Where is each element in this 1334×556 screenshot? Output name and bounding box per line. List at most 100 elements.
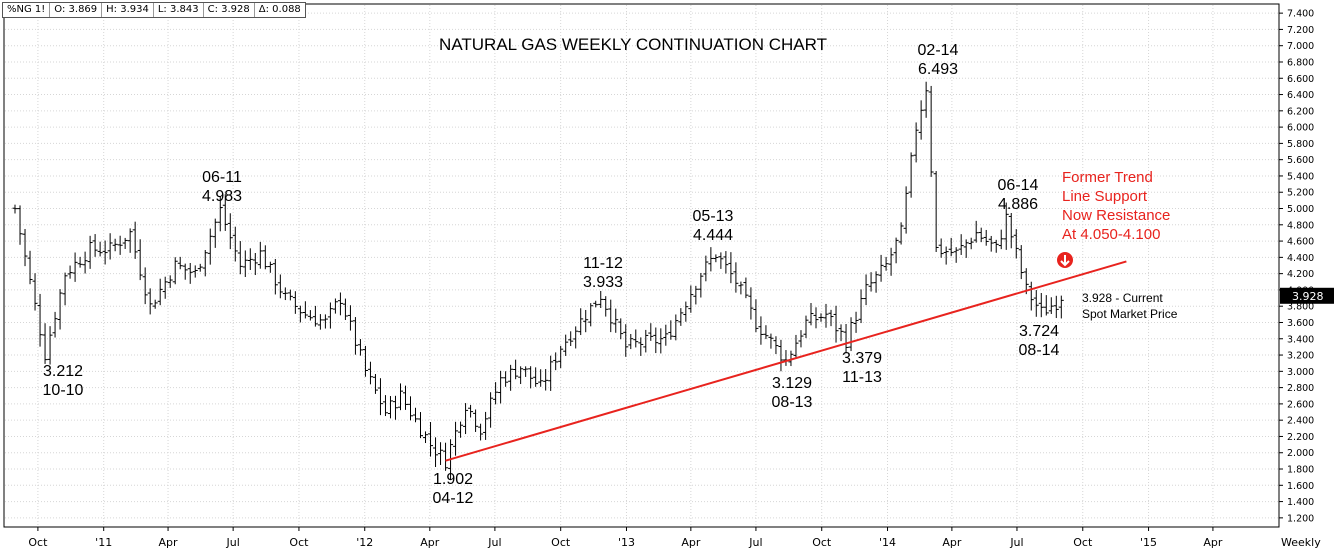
ohlc-bar bbox=[322, 314, 328, 329]
y-tick-label: 2.800 bbox=[1287, 383, 1314, 394]
ohlc-bar bbox=[287, 289, 293, 301]
ohlc-bar bbox=[127, 228, 133, 253]
trend-note-line-1: Former Trend bbox=[1062, 169, 1153, 186]
annotation-low-1010-value: 3.212 bbox=[43, 363, 83, 380]
x-tick-label: Apr bbox=[159, 536, 179, 549]
ohlc-bar bbox=[738, 281, 744, 295]
annotation-high-0513-value: 4.444 bbox=[693, 227, 733, 244]
ohlc-bar bbox=[948, 237, 954, 257]
ohlc-bar bbox=[72, 252, 78, 282]
y-tick-label: 6.400 bbox=[1287, 90, 1314, 101]
ohlc-bar bbox=[192, 265, 198, 278]
ohlc-bar bbox=[793, 334, 799, 358]
high-value: H: 3.934 bbox=[102, 3, 154, 17]
y-tick-label: 6.600 bbox=[1287, 74, 1314, 85]
ohlc-bar bbox=[908, 152, 914, 198]
ohlc-bar bbox=[913, 122, 919, 163]
ohlc-bar bbox=[968, 237, 974, 250]
ohlc-bar bbox=[262, 245, 268, 270]
ohlc-bar bbox=[428, 422, 434, 457]
ohlc-bar bbox=[703, 255, 709, 282]
ohlc-bar bbox=[993, 239, 999, 253]
annotation-low-1113-value: 3.379 bbox=[842, 350, 882, 367]
ohlc-bar bbox=[978, 227, 984, 243]
ohlc-bar bbox=[147, 288, 153, 315]
ohlc-bar bbox=[938, 238, 944, 258]
ohlc-bar bbox=[282, 287, 288, 301]
ohlc-bar bbox=[753, 299, 759, 333]
ohlc-bar bbox=[883, 256, 889, 271]
x-tick-label: Apr bbox=[681, 536, 701, 549]
y-tick-label: 4.600 bbox=[1287, 237, 1314, 248]
ohlc-bar bbox=[57, 289, 63, 330]
x-tick-label: '13 bbox=[618, 536, 635, 549]
x-tick-label: '14 bbox=[879, 536, 896, 549]
annotation-high-1112-date: 11-12 bbox=[583, 255, 623, 272]
annotation-low-0813-date: 08-13 bbox=[772, 394, 813, 411]
x-tick-label: Oct bbox=[551, 536, 571, 549]
ohlc-bar bbox=[718, 252, 724, 269]
ohlc-bar bbox=[423, 431, 429, 444]
ohlc-bar bbox=[1048, 297, 1054, 314]
ohlc-bar bbox=[813, 307, 819, 329]
ohlc-bar bbox=[312, 305, 318, 327]
annotation-high-0614-date: 06-14 bbox=[998, 177, 1039, 194]
annotation-high-0513-date: 05-13 bbox=[693, 208, 734, 225]
low-value: L: 3.843 bbox=[154, 3, 204, 17]
ohlc-bar bbox=[498, 370, 504, 404]
y-tick-label: 2.200 bbox=[1287, 432, 1314, 443]
x-tick-label: Apr bbox=[1203, 536, 1223, 549]
ohlc-bar bbox=[473, 409, 479, 432]
ohlc-bar bbox=[362, 345, 368, 377]
grid bbox=[5, 5, 1278, 526]
ohlc-bar bbox=[332, 298, 338, 314]
ohlc-bar bbox=[1018, 245, 1024, 280]
ohlc-bar bbox=[463, 403, 469, 435]
ohlc-bar bbox=[588, 303, 594, 327]
annotation-high-0611-date: 06-11 bbox=[202, 169, 242, 186]
ohlc-bar bbox=[453, 421, 459, 456]
symbol-label: %NG 1! bbox=[3, 3, 51, 17]
y-tick-label: 2.000 bbox=[1287, 448, 1314, 459]
ohlc-bar bbox=[643, 329, 649, 353]
ohlc-bar bbox=[603, 296, 609, 317]
y-tick-label: 3.200 bbox=[1287, 351, 1314, 362]
ohlc-bar bbox=[77, 256, 83, 268]
y-tick-label: 6.200 bbox=[1287, 106, 1314, 117]
ohlc-bar bbox=[748, 287, 754, 320]
ohlc-bar bbox=[438, 442, 444, 465]
y-tick-label: 2.600 bbox=[1287, 399, 1314, 410]
ohlc-bar bbox=[172, 257, 178, 285]
trend-note-line-2: Line Support bbox=[1062, 188, 1148, 205]
ohlc-bar bbox=[808, 303, 814, 326]
current-price-label: 3.928 bbox=[1292, 290, 1324, 303]
ohlc-bar bbox=[488, 392, 494, 428]
ohlc-bar bbox=[553, 352, 559, 371]
trendline bbox=[445, 260, 1127, 462]
ohlc-bar bbox=[668, 320, 674, 340]
ohlc-bar bbox=[773, 336, 779, 355]
x-tick-label: Apr bbox=[420, 536, 440, 549]
ohlc-bar bbox=[342, 298, 348, 320]
ohlc-bar bbox=[988, 235, 994, 252]
y-tick-label: 1.600 bbox=[1287, 481, 1314, 492]
y-tick-label: 3.000 bbox=[1287, 367, 1314, 378]
x-tick-label: Jul bbox=[748, 536, 762, 549]
ohlc-bar bbox=[548, 355, 554, 391]
ohlc-bar bbox=[853, 311, 859, 333]
ohlc-bar bbox=[478, 423, 484, 441]
ohlc-bar bbox=[653, 327, 659, 354]
y-tick-label: 4.800 bbox=[1287, 220, 1314, 231]
current-price-note-line-2: Spot Market Price bbox=[1082, 307, 1178, 321]
y-tick-label: 2.400 bbox=[1287, 416, 1314, 427]
y-tick-label: 1.800 bbox=[1287, 465, 1314, 476]
ohlc-bar bbox=[633, 329, 639, 348]
ohlc-bar bbox=[267, 261, 273, 273]
ohlc-bar bbox=[418, 412, 424, 439]
ohlc-bar bbox=[953, 247, 959, 263]
ohlc-bar bbox=[778, 339, 784, 372]
ohlc-bar bbox=[678, 308, 684, 326]
x-tick-label: Oct bbox=[28, 536, 48, 549]
ohlc-bar bbox=[823, 303, 829, 328]
